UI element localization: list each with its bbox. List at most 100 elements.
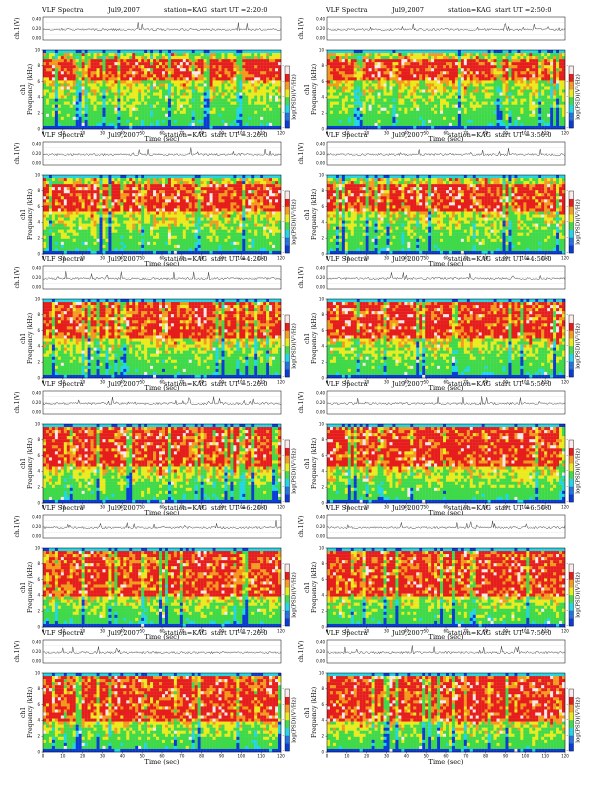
spectrogram-cell bbox=[215, 71, 219, 75]
spectrogram-cell bbox=[353, 110, 357, 114]
spectrogram-cell bbox=[454, 98, 459, 102]
spectrogram-cell bbox=[371, 50, 375, 54]
spectrogram-cell bbox=[123, 116, 127, 121]
spectrogram-cell bbox=[239, 74, 243, 78]
spectrogram-cell bbox=[451, 113, 456, 117]
spectrogram-cell bbox=[475, 56, 479, 60]
spectrogram-cell bbox=[454, 74, 459, 78]
spectrogram-cell bbox=[96, 101, 100, 105]
spectrogram-cell bbox=[108, 77, 112, 81]
spectrogram-cell bbox=[51, 220, 56, 224]
spectrogram-cell bbox=[550, 86, 554, 90]
spectrogram-cell bbox=[69, 232, 73, 236]
spectrogram-cell bbox=[454, 122, 459, 127]
spectrogram-cell bbox=[431, 74, 435, 78]
spectrogram-cell bbox=[377, 104, 381, 108]
spectrogram-cell bbox=[251, 86, 255, 90]
spectrogram-cell bbox=[386, 113, 390, 117]
spectrogram-cell bbox=[440, 101, 444, 105]
spectrogram-cell bbox=[404, 65, 408, 69]
spectrogram-cell bbox=[251, 89, 255, 93]
spectrogram-cell bbox=[344, 101, 348, 105]
spectrogram-cell bbox=[206, 53, 210, 57]
spectrogram-cell bbox=[72, 220, 76, 224]
spectrogram-cell bbox=[45, 196, 50, 200]
spectrogram-cell bbox=[386, 53, 390, 57]
spectrogram-cell bbox=[481, 125, 485, 130]
spectrogram-cell bbox=[562, 122, 566, 127]
spectrogram-cell bbox=[437, 89, 441, 93]
spectrogram-cell bbox=[156, 68, 160, 72]
spectrogram-cell bbox=[260, 110, 264, 114]
spectrogram-cell bbox=[535, 107, 539, 111]
spectrogram-cell bbox=[48, 65, 53, 69]
spectrogram-cell bbox=[248, 107, 252, 111]
spectrogram-cell bbox=[87, 241, 91, 246]
spectrogram-cell bbox=[484, 98, 488, 102]
spectrogram-cell bbox=[150, 80, 154, 84]
spectrogram-cell bbox=[209, 83, 213, 87]
spectrogram-cell bbox=[329, 74, 334, 78]
spectrogram-cell bbox=[338, 68, 343, 72]
spectrogram-cell bbox=[368, 77, 372, 81]
spectrogram-cell bbox=[179, 86, 183, 90]
spectrogram-cell bbox=[81, 196, 85, 200]
spectrogram-cell bbox=[380, 80, 384, 84]
spectrogram-cell bbox=[377, 62, 381, 66]
spectrogram-cell bbox=[197, 53, 201, 57]
spectrogram-cell bbox=[167, 59, 172, 63]
spectrogram-cell bbox=[150, 116, 154, 121]
spectrogram-cell bbox=[170, 122, 175, 127]
spectrogram-cell bbox=[66, 220, 70, 224]
spectrogram-cell bbox=[392, 56, 396, 60]
spectrogram-cell bbox=[108, 80, 112, 84]
spectrogram-cell bbox=[505, 77, 509, 81]
spectrogram-cell bbox=[544, 80, 548, 84]
spectrogram-cell bbox=[147, 59, 151, 63]
spectrogram-cell bbox=[170, 95, 175, 99]
spectrogram-cell bbox=[362, 116, 366, 121]
spectrogram-cell bbox=[60, 125, 64, 130]
spectrogram-cell bbox=[132, 86, 136, 90]
spectrogram-cell bbox=[553, 77, 557, 81]
spectrogram-cell bbox=[266, 119, 270, 124]
spectrogram-cell bbox=[138, 104, 142, 108]
spectrogram-cell bbox=[138, 74, 142, 78]
spectrogram-cell bbox=[383, 56, 387, 60]
spectrogram-cell bbox=[401, 59, 405, 63]
spectrogram-cell bbox=[526, 98, 530, 102]
spectrogram-cell bbox=[135, 95, 139, 99]
spectrogram-cell bbox=[416, 89, 420, 93]
spectrogram-cell bbox=[544, 104, 548, 108]
spectrogram-cell bbox=[129, 50, 133, 54]
spectrogram-cell bbox=[102, 223, 106, 227]
spectrogram-cell bbox=[144, 122, 148, 127]
spectrogram-cell bbox=[69, 83, 73, 87]
spectrogram-cell bbox=[108, 187, 112, 191]
spectrogram-cell bbox=[75, 89, 79, 93]
spectrogram-cell bbox=[248, 59, 252, 63]
spectrogram-cell bbox=[499, 56, 503, 60]
spectrogram-cell bbox=[102, 232, 106, 236]
spectrogram-cell bbox=[162, 125, 166, 130]
spectrogram-cell bbox=[75, 238, 79, 242]
spectrogram-cell bbox=[90, 196, 94, 200]
spectrogram-cell bbox=[159, 74, 163, 78]
spectrogram-cell bbox=[57, 220, 62, 224]
spectrogram-cell bbox=[48, 86, 53, 90]
spectrogram-cell bbox=[87, 119, 91, 124]
spectrogram-cell bbox=[502, 83, 506, 87]
spectrogram-cell bbox=[236, 92, 240, 96]
spectrogram-cell bbox=[428, 89, 432, 93]
spectrogram-cell bbox=[69, 92, 73, 96]
spectrogram-cell bbox=[562, 71, 566, 75]
colorbar-segment bbox=[569, 78, 574, 81]
spectrogram-cell bbox=[499, 89, 503, 93]
spectrogram-cell bbox=[437, 56, 441, 60]
spectrogram-cell bbox=[245, 113, 249, 117]
spectrogram-cell bbox=[105, 62, 109, 66]
spectrogram-cell bbox=[422, 56, 426, 60]
spectrogram-cell bbox=[111, 77, 115, 81]
spectrogram-cell bbox=[90, 89, 94, 93]
spectrogram-cell bbox=[371, 68, 375, 72]
